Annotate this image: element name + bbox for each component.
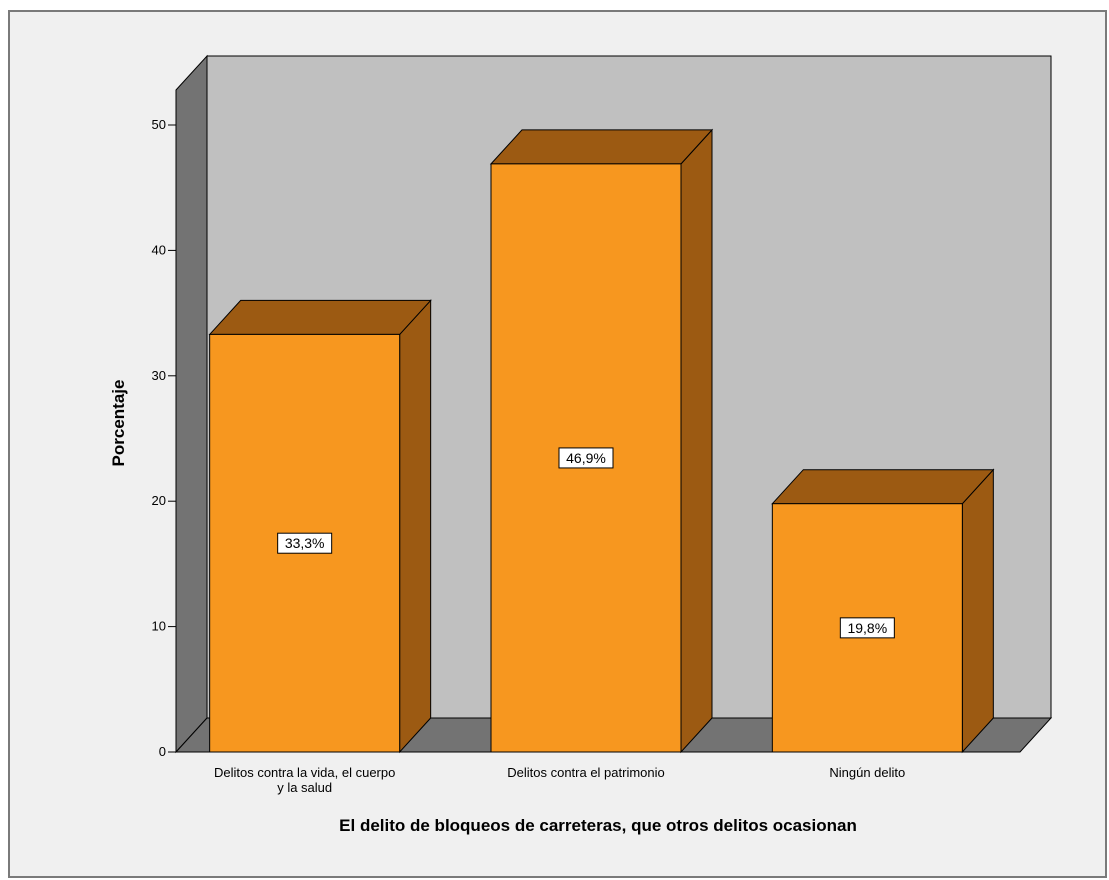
bar: 46,9% [489, 128, 714, 754]
data-label: 19,8% [847, 620, 887, 636]
y-tick-label: 10 [152, 619, 166, 634]
category-label: Delitos contra el patrimonio [507, 765, 665, 780]
bar-top [489, 129, 714, 165]
data-label-box [558, 447, 614, 469]
y-axis: 0 10 20 30 40 50 [152, 90, 177, 759]
y-axis-title: Porcentaje [109, 380, 128, 467]
category-label: y la salud [277, 780, 332, 795]
side-wall [175, 54, 208, 754]
data-label-box [839, 617, 895, 639]
bar-side [680, 128, 713, 754]
bar: 19,8% [771, 468, 995, 754]
bars: 33,3% 46,9% 19,8% [208, 128, 995, 754]
data-label: 33,3% [285, 535, 325, 551]
category-label: Ningún delito [829, 765, 905, 780]
bar-side [399, 299, 432, 754]
bar-top [771, 469, 995, 505]
y-tick-label: 50 [152, 117, 166, 132]
y-tick-label: 20 [152, 493, 166, 508]
x-axis-title: El delito de bloqueos de carreteras, que… [339, 816, 857, 835]
bar-side [961, 468, 994, 754]
data-label-box [277, 532, 333, 554]
y-tick-label: 40 [152, 242, 166, 257]
y-tick-label: 0 [159, 744, 166, 759]
bar: 33,3% [208, 299, 432, 754]
y-tick-label: 30 [152, 368, 166, 383]
category-label: Delitos contra la vida, el cuerpo [214, 765, 395, 780]
bar-top [208, 299, 432, 335]
data-label: 46,9% [566, 450, 606, 466]
